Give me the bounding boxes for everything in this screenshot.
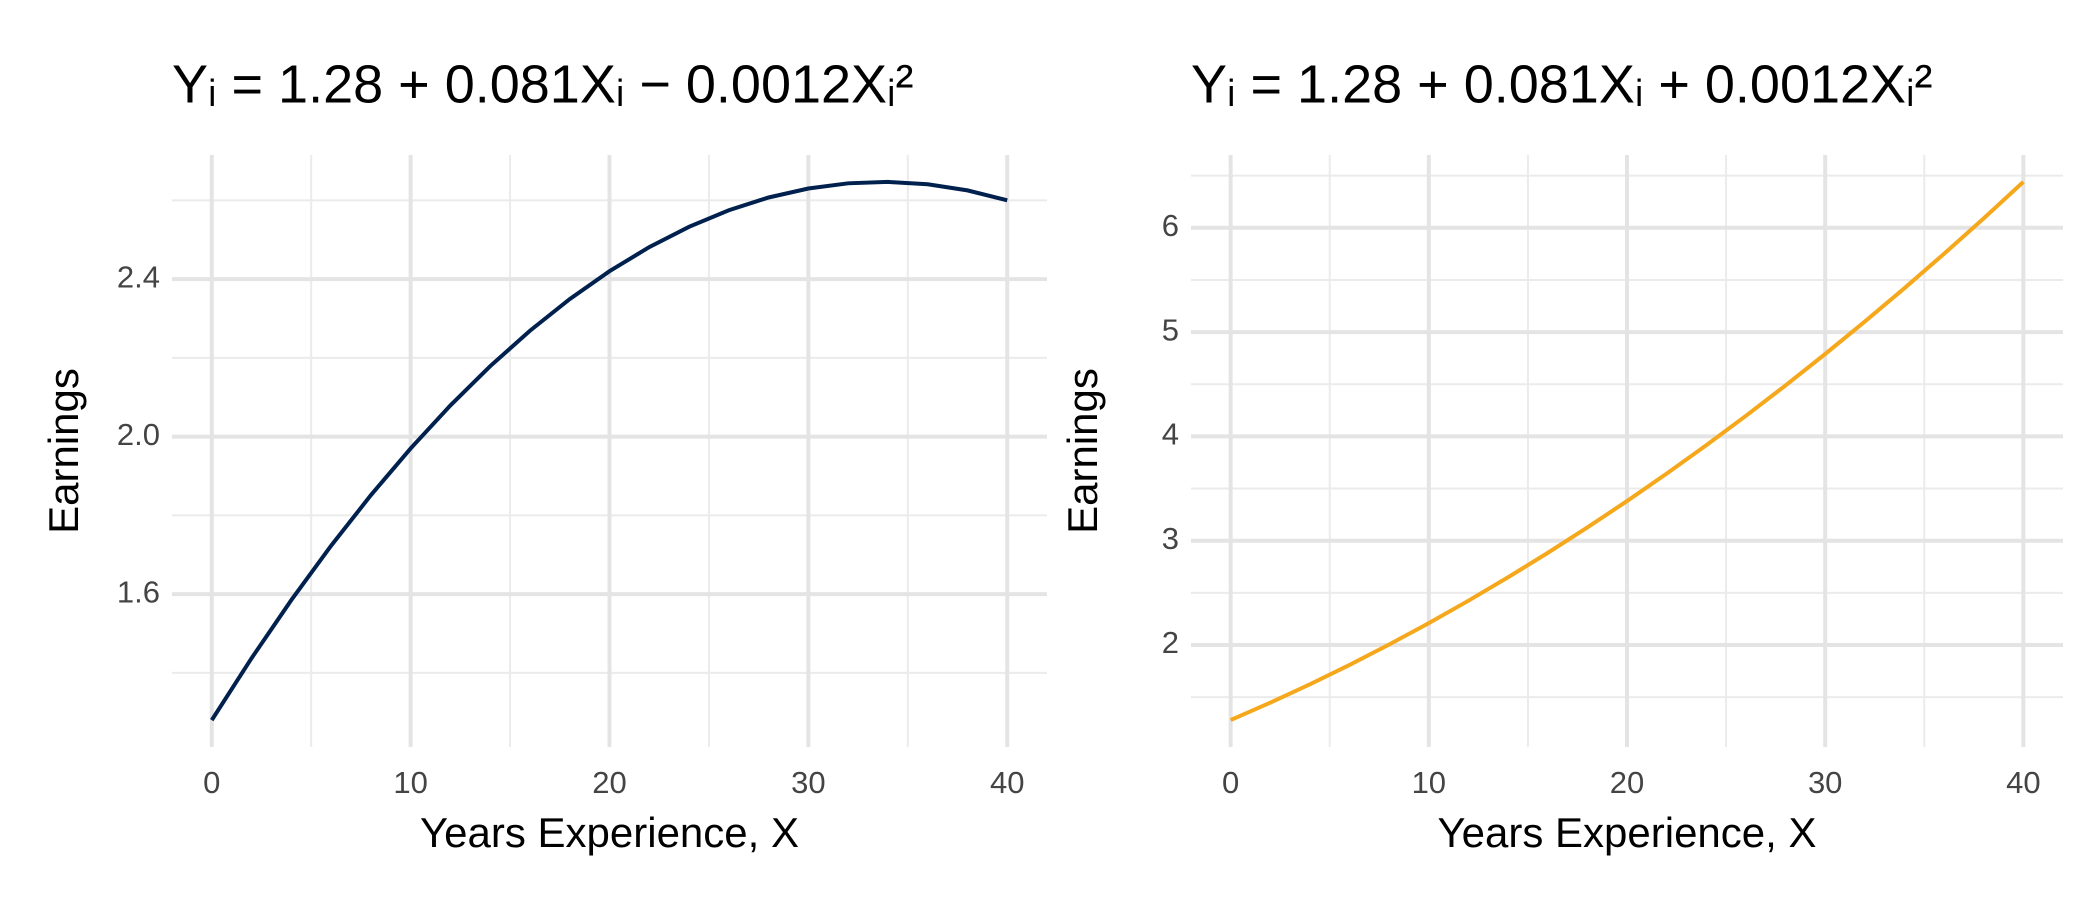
chart-title: Yᵢ = 1.28 + 0.081Xᵢ − 0.0012Xᵢ² <box>172 54 914 114</box>
x-tick-label: 0 <box>1222 765 1239 800</box>
y-tick-label: 3 <box>1162 521 1179 556</box>
x-tick-label: 40 <box>2006 765 2040 800</box>
x-tick-label: 10 <box>393 765 427 800</box>
x-axis-label: Years Experience, X <box>420 809 799 856</box>
x-tick-label: 30 <box>791 765 825 800</box>
x-tick-label: 40 <box>990 765 1024 800</box>
x-tick-label: 10 <box>1412 765 1446 800</box>
y-tick-label: 2 <box>1162 625 1179 660</box>
y-axis-label: Earnings <box>40 368 87 534</box>
x-tick-label: 20 <box>592 765 626 800</box>
x-tick-label: 0 <box>203 765 220 800</box>
y-axis-label: Earnings <box>1059 368 1106 534</box>
x-tick-label: 20 <box>1610 765 1644 800</box>
y-tick-label: 6 <box>1162 208 1179 243</box>
chart-title: Yᵢ = 1.28 + 0.081Xᵢ + 0.0012Xᵢ² <box>1191 54 1933 114</box>
y-tick-label: 1.6 <box>117 574 160 609</box>
y-tick-label: 2.0 <box>117 417 160 452</box>
y-tick-label: 4 <box>1162 417 1179 452</box>
x-tick-label: 30 <box>1808 765 1842 800</box>
line <box>1229 180 2025 722</box>
line <box>210 179 1008 722</box>
y-tick-label: 5 <box>1162 312 1179 347</box>
y-tick-label: 2.4 <box>117 259 160 294</box>
x-axis-label: Years Experience, X <box>1437 809 1816 856</box>
